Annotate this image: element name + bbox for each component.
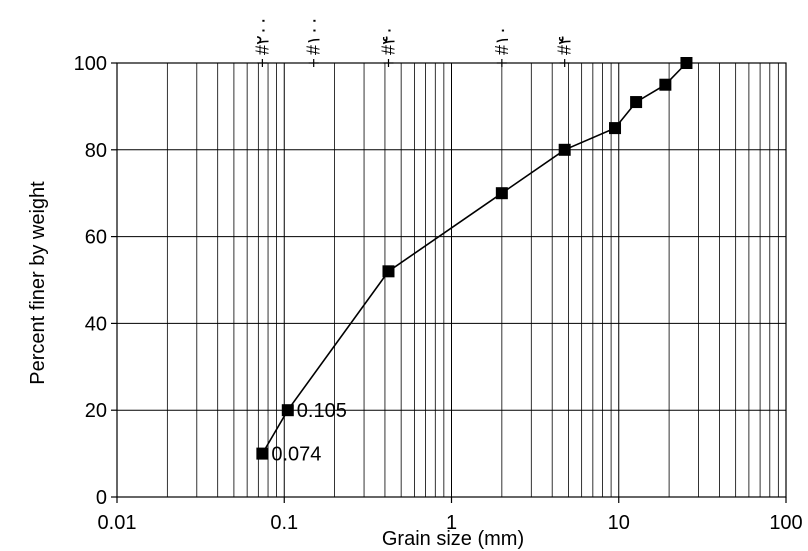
sieve-label: #۲۰۰ [252, 16, 272, 55]
x-axis-title: Grain size (mm) [382, 528, 524, 550]
y-tick-label: 80 [85, 140, 107, 162]
data-point-marker [630, 96, 643, 109]
data-point-marker [256, 447, 269, 460]
y-tick-label: 100 [74, 53, 107, 75]
x-tick-label: 10 [608, 512, 630, 534]
data-point-marker [558, 143, 571, 156]
data-point-marker [281, 404, 294, 417]
sieve-label: #۴ [555, 35, 575, 55]
x-tick-label: 0.1 [270, 512, 298, 534]
data-point-marker [659, 78, 672, 91]
series-layer [256, 57, 693, 460]
data-point-marker [609, 122, 622, 135]
data-label: 0.105 [297, 400, 347, 422]
sieve-label: #۴۰ [378, 26, 398, 55]
axis-layer: 0 20 40 60 80 100 0.01 0.1 1 10 100 [74, 53, 803, 534]
data-label: 0.074 [271, 444, 321, 466]
x-tick-label: 1 [446, 512, 457, 534]
y-tick-label: 20 [85, 400, 107, 422]
data-point-marker [495, 187, 508, 200]
grid-layer [116, 62, 786, 498]
gradation-curve [261, 62, 688, 455]
y-tick-label: 0 [96, 487, 107, 509]
x-tick-label: 0.01 [98, 512, 137, 534]
annotation-layer: 0.074 0.105 [271, 400, 346, 465]
data-point-marker [382, 265, 395, 278]
x-tick-label: 100 [769, 512, 802, 534]
sieve-layer: #۲۰۰ #۱۰۰ #۴۰ #۱۰ #۴ [252, 16, 575, 67]
sieve-label: #۱۰۰ [304, 16, 324, 55]
sieve-label: #۱۰ [492, 26, 512, 55]
data-point-marker [680, 57, 693, 69]
y-tick-label: 40 [85, 313, 107, 335]
y-tick-label: 60 [85, 227, 107, 249]
y-axis-title: Percent finer by weight [27, 181, 49, 385]
